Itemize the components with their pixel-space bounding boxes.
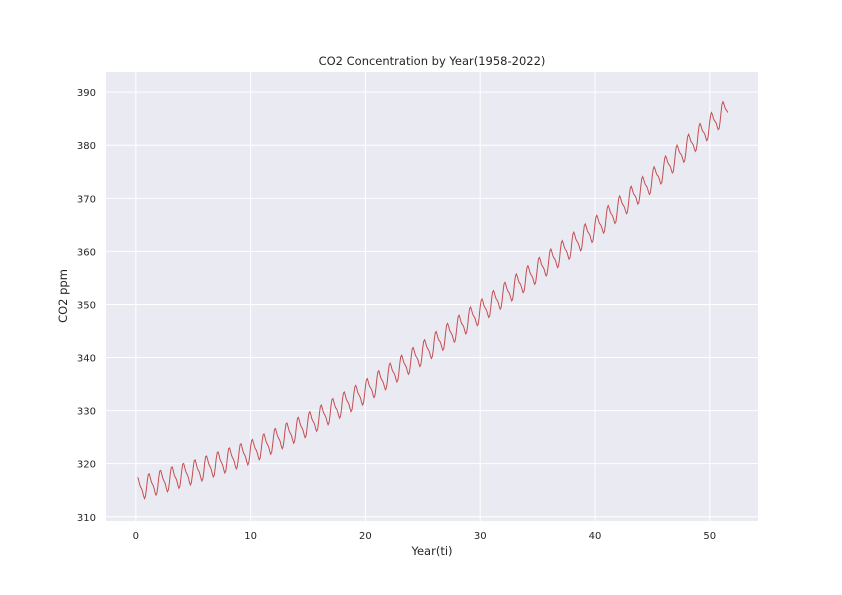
x-axis-label: Year(ti): [410, 544, 452, 558]
y-gridlines: [106, 91, 758, 518]
y-tick-label: 360: [77, 247, 96, 258]
chart-title: CO2 Concentration by Year(1958-2022): [319, 54, 546, 68]
y-tick-label: 330: [77, 407, 96, 418]
y-tick-label: 390: [77, 88, 96, 99]
co2-series-line: [137, 100, 729, 500]
y-tick-label: 340: [77, 354, 96, 365]
x-tick-label: 20: [359, 531, 372, 542]
x-tick-label: 40: [589, 531, 602, 542]
y-tick-label: 320: [77, 460, 96, 471]
y-axis-label: CO2 ppm: [56, 269, 70, 323]
plot-area: [106, 72, 758, 521]
x-tick-label: 10: [244, 531, 257, 542]
y-tick-label: 310: [77, 513, 96, 524]
y-tick-label: 370: [77, 194, 96, 205]
x-tick-label: 30: [474, 531, 487, 542]
x-gridlines: [135, 72, 711, 521]
x-tick-label: 50: [703, 531, 716, 542]
y-tick-labels: 310 320 330 340 350 360 370 380 390: [77, 88, 96, 524]
x-tick-label: 0: [133, 531, 139, 542]
y-tick-label: 380: [77, 141, 96, 152]
y-tick-label: 350: [77, 300, 96, 311]
x-tick-labels: 0 10 20 30 40 50: [133, 531, 716, 542]
